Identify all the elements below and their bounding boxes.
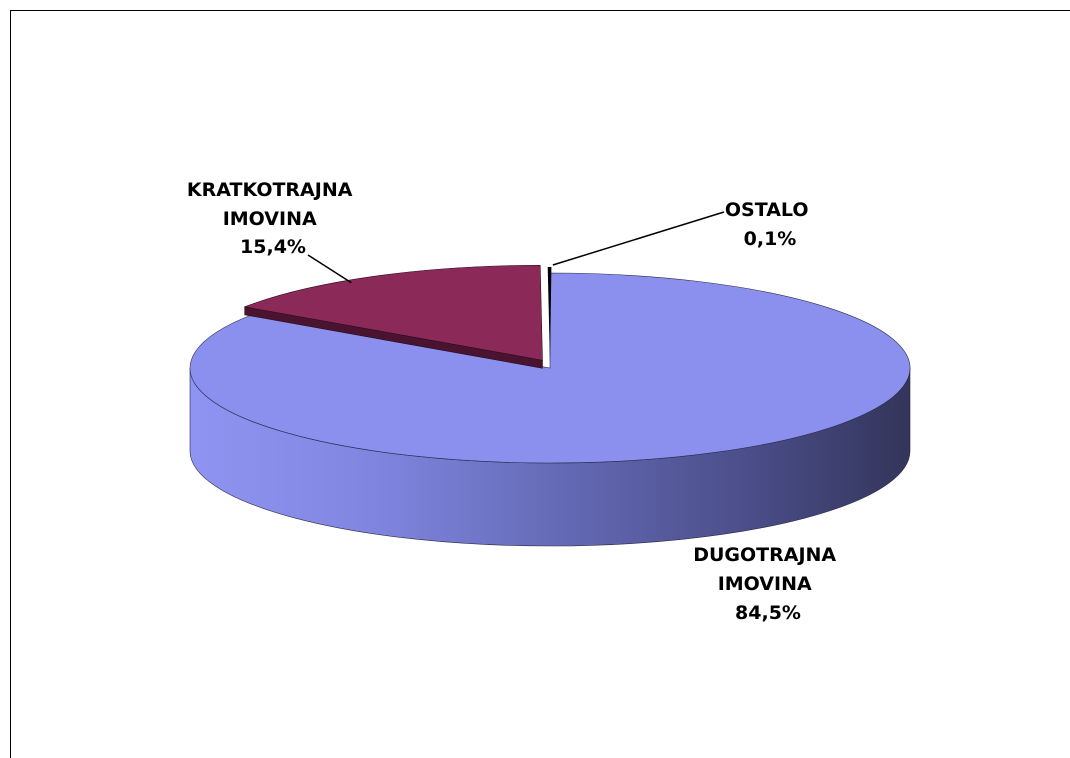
label-dugotrajna-line2: IMOVINA — [718, 573, 812, 595]
label-kratkotrajna-line2: IMOVINA — [223, 208, 317, 230]
label-ostalo-value: 0,1% — [744, 228, 797, 250]
label-ostalo: OSTALO 0,1% — [725, 199, 815, 250]
label-kratkotrajna: KRATKOTRAJNA IMOVINA 15,4% — [187, 179, 359, 258]
label-kratkotrajna-value: 15,4% — [240, 236, 306, 258]
label-dugotrajna: DUGOTRAJNA IMOVINA 84,5% — [693, 544, 843, 624]
chart-frame — [10, 10, 1070, 758]
pie-slice-kratkotrajna — [243, 264, 543, 361]
label-dugotrajna-value: 84,5% — [735, 602, 801, 624]
leader-line-ostalo — [552, 211, 725, 266]
label-dugotrajna-line1: DUGOTRAJNA — [693, 544, 836, 566]
leader-line-kratkotrajna — [307, 254, 352, 284]
label-ostalo-line1: OSTALO — [725, 199, 809, 221]
pie-slice-dugotrajna — [189, 272, 911, 464]
label-kratkotrajna-line1: KRATKOTRAJNA — [187, 179, 353, 201]
pie-slice-ostalo — [547, 267, 552, 362]
